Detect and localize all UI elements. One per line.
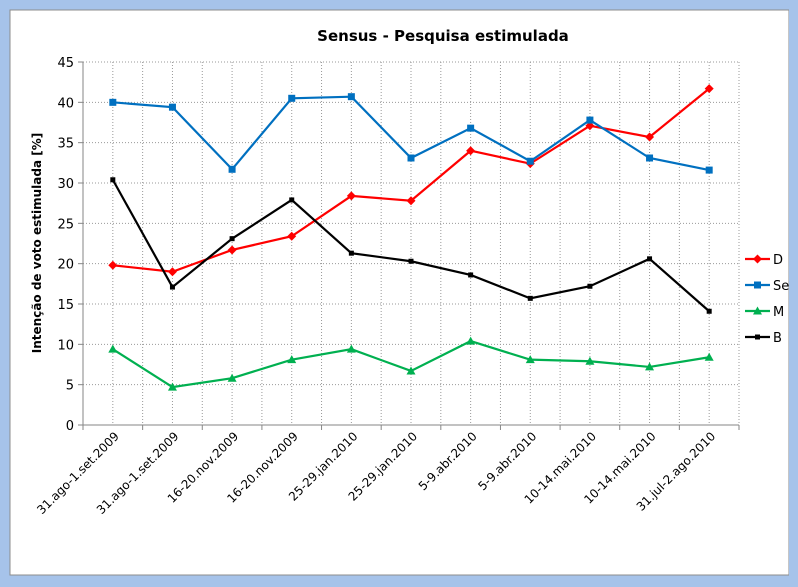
y-tick-label: 40 <box>57 96 74 111</box>
data-point <box>229 236 235 242</box>
y-axis-title: Intenção de voto estimulada [%] <box>30 133 44 353</box>
y-tick-label: 30 <box>57 177 74 192</box>
data-point <box>704 84 714 94</box>
data-point <box>167 267 177 277</box>
data-point <box>227 245 237 255</box>
data-point <box>348 250 354 256</box>
y-tick-label: 10 <box>57 338 74 353</box>
data-point <box>287 231 297 241</box>
data-point <box>407 154 415 162</box>
data-point <box>645 132 655 142</box>
window-edge <box>789 0 798 587</box>
series-d <box>108 84 714 277</box>
legend-label: B <box>773 331 782 346</box>
chart-title: Sensus - Pesquisa estimulada <box>317 27 569 45</box>
data-point <box>108 344 118 353</box>
data-point <box>406 196 416 206</box>
data-point <box>525 355 535 364</box>
data-point <box>705 166 713 174</box>
series-b <box>110 177 712 314</box>
data-point <box>466 336 476 345</box>
y-tick-label: 15 <box>57 298 74 313</box>
data-point <box>706 308 712 314</box>
data-point <box>228 165 236 173</box>
data-point <box>289 197 295 203</box>
y-tick-label: 20 <box>57 258 74 273</box>
y-tick-label: 35 <box>57 137 74 152</box>
data-point <box>110 177 116 183</box>
data-point <box>346 191 356 201</box>
data-point <box>527 295 533 301</box>
y-tick-label: 45 <box>57 56 74 71</box>
data-point <box>108 260 118 270</box>
series-m <box>108 336 714 391</box>
data-point <box>646 154 654 162</box>
data-point <box>168 103 176 111</box>
legend-label: M <box>773 305 784 320</box>
data-point <box>347 93 355 101</box>
data-point <box>587 283 593 289</box>
data-point <box>645 362 655 371</box>
series-group <box>108 84 714 391</box>
data-point <box>704 352 714 361</box>
data-point <box>585 356 595 365</box>
data-point <box>408 258 414 264</box>
legend-item: Se <box>745 279 789 294</box>
data-point <box>586 116 594 124</box>
data-point <box>647 256 653 262</box>
data-point <box>406 366 416 375</box>
legend-item: M <box>745 305 784 320</box>
data-point <box>287 355 297 364</box>
data-point <box>346 344 356 353</box>
series-se <box>109 93 713 174</box>
legend-label: Se <box>773 279 789 294</box>
y-tick-label: 25 <box>57 217 74 232</box>
legend: D Se MB <box>745 253 789 346</box>
y-tick-label: 0 <box>66 419 74 434</box>
legend-item: B <box>745 331 782 346</box>
legend-marker <box>754 281 761 289</box>
data-point <box>467 124 475 132</box>
legend-item: D <box>745 253 783 268</box>
data-point <box>227 373 237 382</box>
y-tick-label: 5 <box>66 379 74 394</box>
data-point <box>526 157 534 165</box>
legend-marker <box>753 254 762 264</box>
data-point <box>169 284 175 290</box>
legend-marker <box>753 306 762 315</box>
data-point <box>167 382 177 391</box>
data-point <box>468 272 474 278</box>
legend-marker <box>755 334 760 340</box>
data-point <box>109 98 117 106</box>
data-point <box>288 94 296 102</box>
data-point <box>466 146 476 156</box>
legend-label: D <box>773 253 783 268</box>
